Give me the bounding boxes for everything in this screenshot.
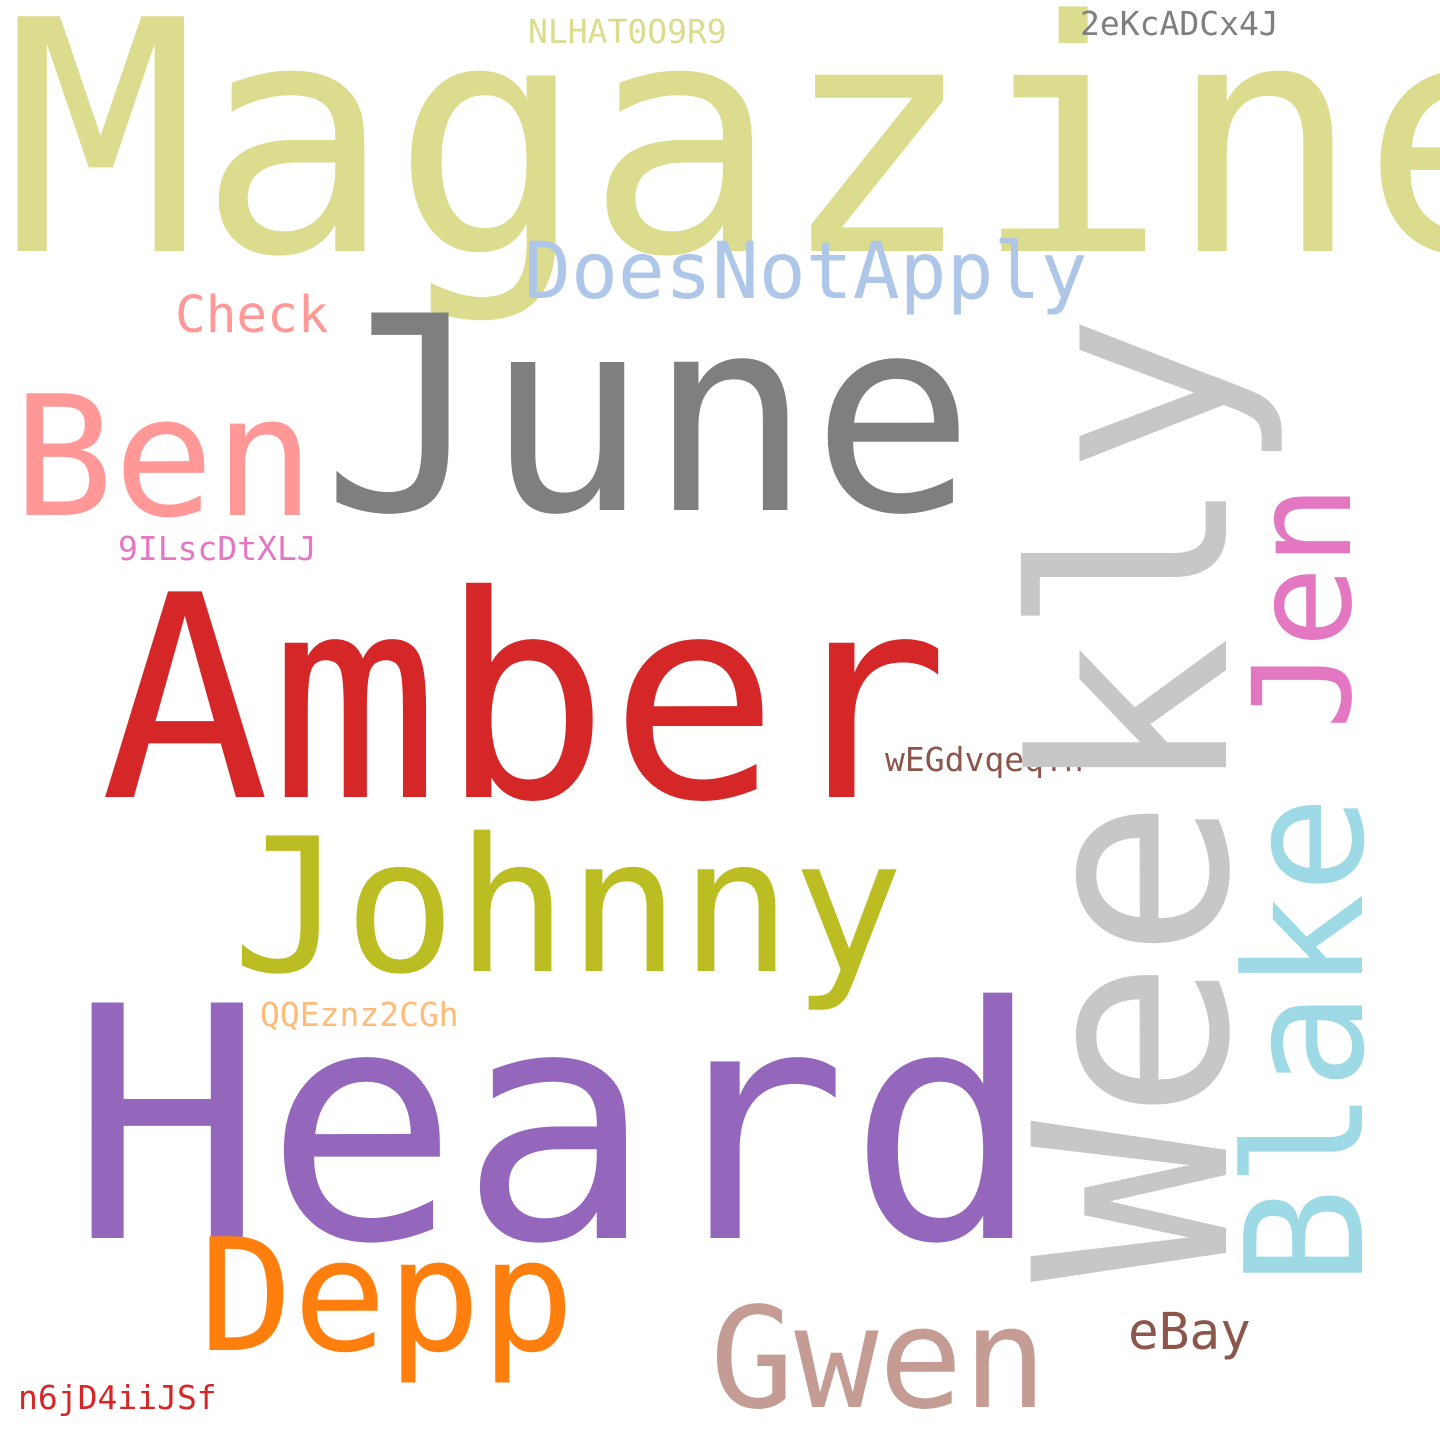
- word-doesnotapply: DoesNotApply: [524, 227, 1088, 317]
- word-blake: Blake: [1212, 795, 1401, 1286]
- word-heard: Heard: [70, 939, 1043, 1315]
- word-depp: Depp: [199, 1205, 575, 1387]
- word-amber: Amber: [100, 535, 949, 864]
- word-jen: Jen: [1225, 484, 1383, 730]
- word-check: Check: [175, 286, 329, 345]
- word-9ilscdtxlj: 9ILscDtXLJ: [118, 529, 317, 568]
- word-qqeznz2cgh: QQEznz2CGh: [260, 995, 459, 1034]
- word-magazine: Magazine: [4, 0, 1440, 327]
- word-ben: Ben: [13, 361, 315, 555]
- word-wegdvqeqyh: wEGdvqeqYh: [885, 740, 1084, 779]
- word-gwen: Gwen: [710, 1278, 1048, 1440]
- word-2ekcadcx4j: 2eKcADCx4J: [1080, 4, 1279, 43]
- word-ebay: eBay: [1128, 1303, 1251, 1362]
- word-june: June: [322, 258, 975, 574]
- word-n6jd4iijsf: n6jD4iiJSf: [18, 1378, 217, 1417]
- word-johnny: Johnny: [232, 798, 904, 1015]
- word-nlhat0o9r9: NLHAT0O9R9: [528, 12, 727, 51]
